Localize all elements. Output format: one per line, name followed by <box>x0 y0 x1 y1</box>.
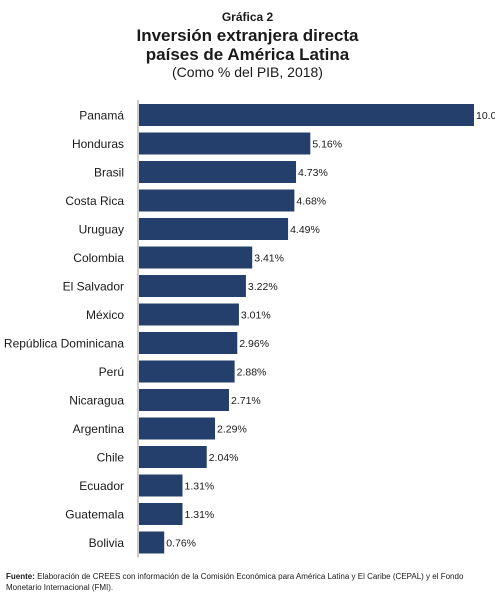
bar-chart: Panamá 10.09% Honduras 5.16% Brasil 4.73% Cost… <box>4 100 495 558</box>
bar-chile <box>139 446 207 468</box>
category-label-peru: Perú <box>99 365 124 379</box>
bar-guatemala <box>139 503 183 525</box>
value-label-panama: 10.09% <box>476 110 495 122</box>
bar-argentina <box>139 417 216 440</box>
chart-title-line2: países de América Latina <box>145 45 350 64</box>
source-text: Elaboración de CREES con información de … <box>6 572 464 592</box>
bar-costa-rica <box>139 189 295 212</box>
bar-uruguay <box>139 218 289 240</box>
category-label-costa-rica: Costa Rica <box>65 194 124 208</box>
category-label-mexico: México <box>86 308 124 322</box>
category-label-brasil: Brasil <box>94 166 124 180</box>
chart-title-line1: Inversión extranjera directa <box>136 26 359 45</box>
source-note: Fuente: Elaboración de CREES con informa… <box>6 571 491 593</box>
chart-title: Inversión extranjera directa países de A… <box>0 26 495 64</box>
bar-republica-dominicana <box>139 332 238 354</box>
bar-ecuador <box>139 474 183 497</box>
category-label-argentina: Argentina <box>73 422 125 436</box>
category-label-colombia: Colombia <box>73 251 124 265</box>
value-label-ecuador: 1.31% <box>184 481 214 493</box>
value-label-el-salvador: 3.22% <box>248 281 278 293</box>
bar-nicaragua <box>139 389 229 411</box>
value-label-bolivia: 0.76% <box>166 538 196 550</box>
category-label-honduras: Honduras <box>72 137 124 151</box>
chart-subtitle: (Como % del PIB, 2018) <box>172 64 323 80</box>
value-label-uruguay: 4.49% <box>290 224 320 236</box>
bar-honduras <box>139 132 311 155</box>
bar-bolivia <box>139 531 165 554</box>
category-label-panama: Panamá <box>79 109 124 123</box>
category-label-el-salvador: El Salvador <box>63 280 124 294</box>
category-label-republica-dominicana: República Dominicana <box>4 337 124 351</box>
figure-label: Gráfica 2 <box>221 10 274 24</box>
value-label-guatemala: 1.31% <box>184 509 214 521</box>
bar-colombia <box>139 246 253 269</box>
bar-peru <box>139 360 235 383</box>
value-label-republica-dominicana: 2.96% <box>239 338 269 350</box>
category-label-ecuador: Ecuador <box>79 479 124 493</box>
bar-brasil <box>139 161 297 183</box>
category-label-guatemala: Guatemala <box>65 508 124 522</box>
value-label-colombia: 3.41% <box>254 253 284 265</box>
category-label-bolivia: Bolivia <box>89 536 125 550</box>
category-label-nicaragua: Nicaragua <box>69 394 124 408</box>
source-label: Fuente: <box>6 572 35 581</box>
value-label-costa-rica: 4.68% <box>296 196 326 208</box>
value-label-mexico: 3.01% <box>241 310 271 322</box>
bar-mexico <box>139 303 239 326</box>
value-label-nicaragua: 2.71% <box>231 395 261 407</box>
value-label-argentina: 2.29% <box>217 424 247 436</box>
category-label-uruguay: Uruguay <box>79 223 124 237</box>
value-label-peru: 2.88% <box>237 367 267 379</box>
bar-panama <box>139 104 474 126</box>
value-label-chile: 2.04% <box>209 452 239 464</box>
category-label-chile: Chile <box>97 451 125 465</box>
bar-el-salvador <box>139 275 246 297</box>
value-label-brasil: 4.73% <box>298 167 328 179</box>
value-label-honduras: 5.16% <box>312 139 342 151</box>
